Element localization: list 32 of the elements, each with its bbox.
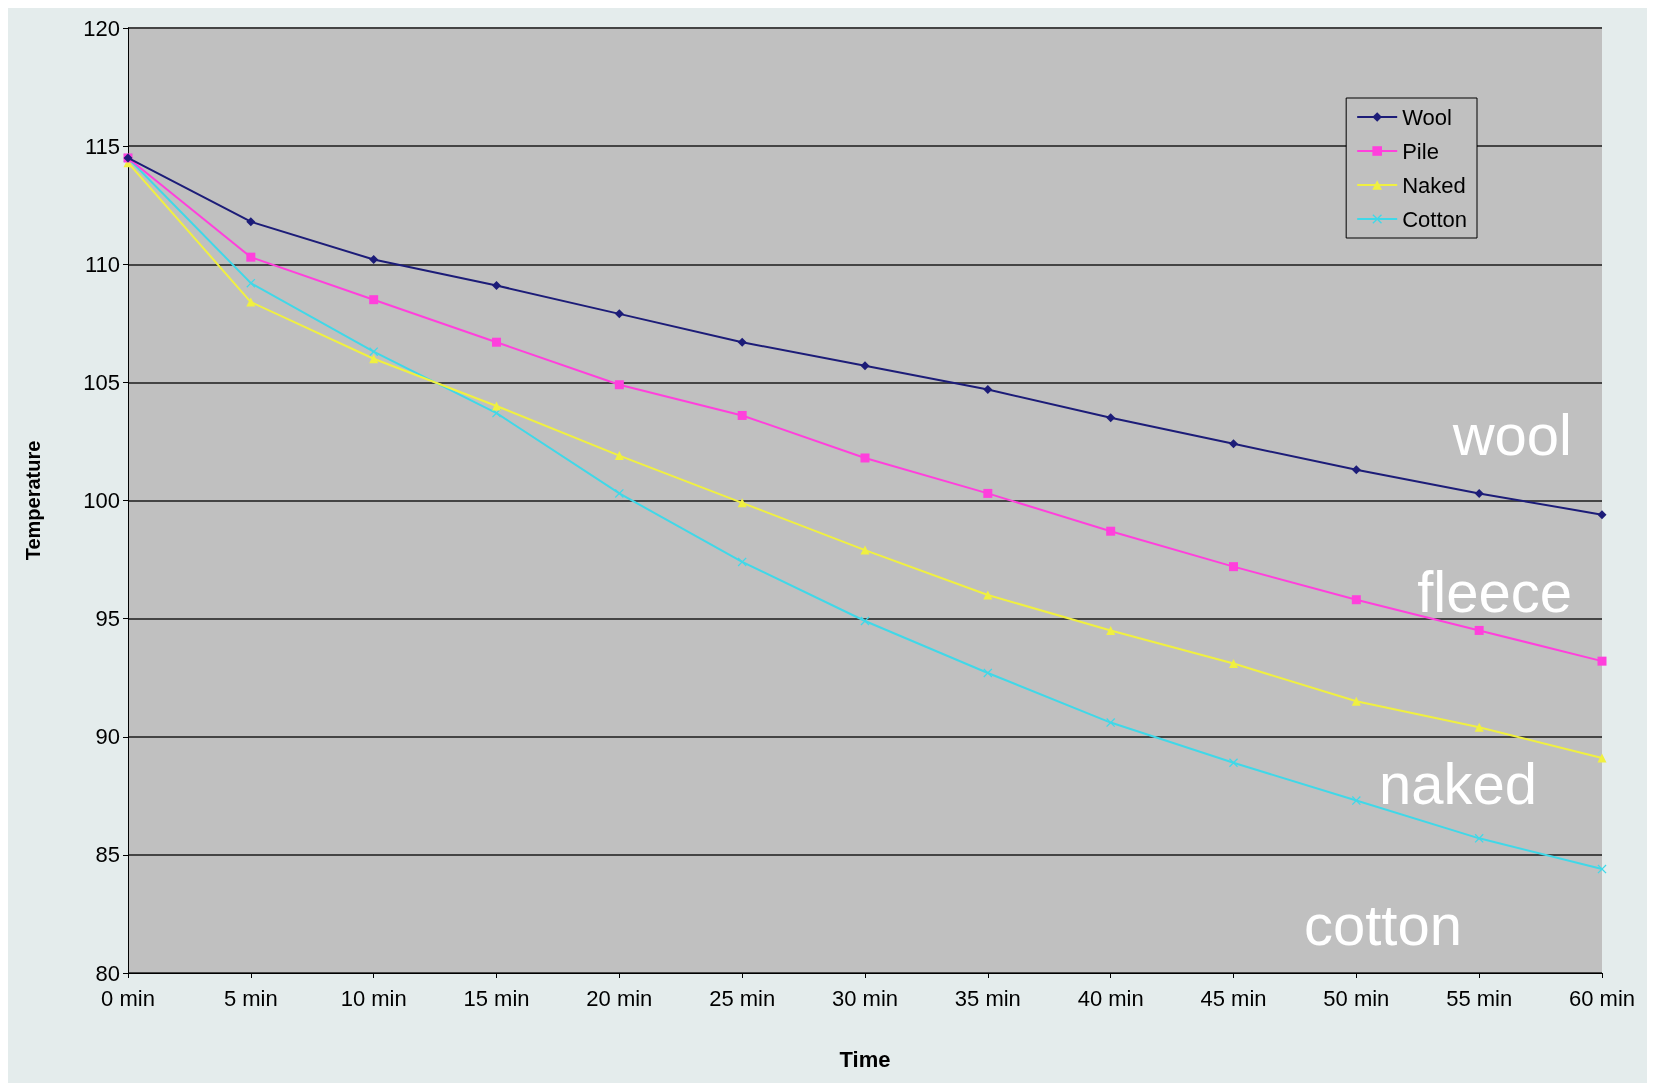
legend-label: Pile [1402,138,1439,164]
legend-label: Naked [1402,172,1466,198]
y-tick-label: 120 [83,15,120,41]
annotation: wool [1451,402,1572,468]
y-tick-label: 110 [84,251,120,277]
y-tick-label: 90 [95,724,120,750]
legend-label: Wool [1402,104,1452,130]
x-tick-label: 35 min [954,985,1021,1011]
x-tick-label: 55 min [1446,985,1513,1011]
annotation: cotton [1304,891,1462,957]
x-tick-label: 5 min [223,985,278,1011]
x-tick-label: 40 min [1077,985,1144,1011]
y-tick-label: 105 [83,369,120,395]
x-tick-label: 60 min [1568,985,1636,1011]
x-tick-label: 25 min [709,985,776,1011]
x-tick-label: 20 min [586,985,653,1011]
y-tick-label: 115 [84,133,120,159]
x-tick-label: 50 min [1323,985,1390,1011]
y-tick-label: 80 [95,960,120,986]
y-tick-label: 100 [83,488,120,513]
x-axis-title: Time [839,1046,891,1072]
x-tick-label: 0 min [101,985,155,1011]
y-tick-label: 95 [95,606,120,632]
y-axis-title: Temperature [22,440,44,561]
annotation: naked [1378,750,1537,816]
x-tick-label: 45 min [1200,985,1267,1011]
x-tick-label: 30 min [831,985,899,1011]
x-tick-label: 10 min [340,985,407,1011]
x-tick-label: 15 min [463,985,530,1011]
annotation: fleece [1417,558,1572,624]
legend-label: Cotton [1402,206,1468,232]
y-tick-label: 85 [95,842,120,868]
